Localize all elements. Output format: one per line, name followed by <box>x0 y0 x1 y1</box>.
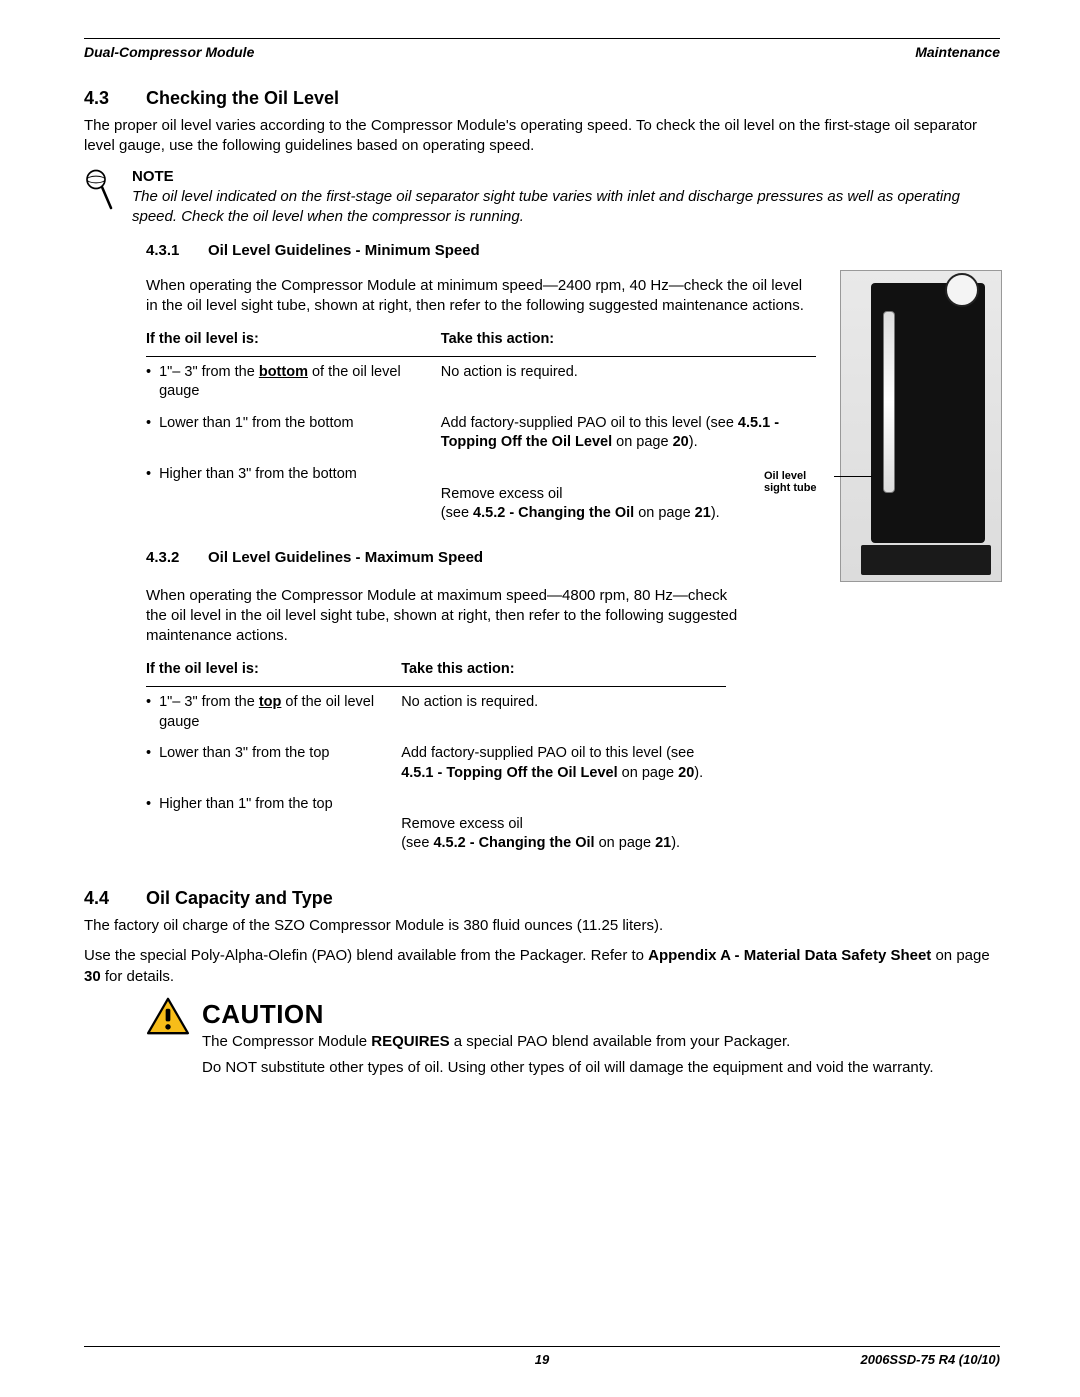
caution-icon <box>146 997 190 1041</box>
subsection-heading: 4.3.2 Oil Level Guidelines - Maximum Spe… <box>146 548 816 568</box>
action-text: on page <box>612 434 672 450</box>
section-number: 4.3 <box>84 86 128 110</box>
figure-callout: Oil level sight tube <box>764 470 836 495</box>
magnifier-icon <box>84 167 114 219</box>
note-body: The oil level indicated on the first-sta… <box>132 187 1000 228</box>
action-ref: 4.5.2 - Changing the Oil <box>433 835 594 851</box>
cond-text: 1"– 3" from the <box>159 694 259 710</box>
page-content: 4.3 Checking the Oil Level The proper oi… <box>84 86 1000 1323</box>
table-row: •Higher than 3" from the bottom Remove e… <box>146 459 816 530</box>
caution-line2: Do NOT substitute other types of oil. Us… <box>202 1058 934 1078</box>
compressor-figure <box>840 270 1002 582</box>
header-right: Maintenance <box>915 43 1000 62</box>
cond-text: Higher than 1" from the top <box>159 795 333 815</box>
section-title: Checking the Oil Level <box>146 86 339 110</box>
running-footer: 19 2006SSD-75 R4 (10/10) <box>84 1347 1000 1369</box>
cond-text: Lower than 3" from the top <box>159 744 329 764</box>
table-row: •Lower than 3" from the top Add factory-… <box>146 738 726 789</box>
action-text: No action is required. <box>401 687 726 739</box>
note-text: NOTE The oil level indicated on the firs… <box>132 167 1000 228</box>
cond-text: 1"– 3" from the <box>159 364 259 380</box>
header-left: Dual-Compressor Module <box>84 43 254 62</box>
action-text: ). <box>711 505 720 521</box>
note-block: NOTE The oil level indicated on the firs… <box>84 167 1000 228</box>
cond-emph: bottom <box>259 364 308 380</box>
action-page: 21 <box>655 835 671 851</box>
action-text: on page <box>634 505 694 521</box>
caution-line1: a special PAO blend available from your … <box>450 1033 791 1050</box>
action-text: No action is required. <box>441 356 816 408</box>
callout-line1: Oil level <box>764 470 806 482</box>
top-rule <box>84 38 1000 39</box>
p2-page: 30 <box>84 968 101 985</box>
footer-left <box>84 1351 284 1369</box>
p2-text: for details. <box>101 968 174 985</box>
caution-line1: The Compressor Module <box>202 1033 371 1050</box>
table-row: •Lower than 1" from the bottom Add facto… <box>146 408 816 459</box>
cond-text: Higher than 3" from the bottom <box>159 465 357 485</box>
table-header: If the oil level is: <box>146 656 401 686</box>
action-ref: 4.5.2 - Changing the Oil <box>473 505 634 521</box>
action-text: Add factory-supplied PAO oil to this lev… <box>441 415 738 431</box>
action-page: 20 <box>673 434 689 450</box>
section-4-3-heading: 4.3 Checking the Oil Level <box>84 86 1000 110</box>
table-header: Take this action: <box>441 326 816 356</box>
action-ref: 4.5.1 - Topping Off the Oil Level <box>401 765 617 781</box>
table-row: • 1"– 3" from the bottom of the oil leve… <box>146 356 816 408</box>
figure-column: Oil level sight tube <box>840 270 1000 582</box>
manual-page: Dual-Compressor Module Maintenance 4.3 C… <box>0 0 1080 1397</box>
callout-line2: sight tube <box>764 482 817 494</box>
cond-emph: top <box>259 694 282 710</box>
p2-text: Use the special Poly-Alpha-Olefin (PAO) … <box>84 947 648 964</box>
action-text: on page <box>595 835 655 851</box>
action-text: ). <box>694 765 703 781</box>
subsection-intro: When operating the Compressor Module at … <box>146 276 816 317</box>
caution-heading: CAUTION <box>202 997 934 1032</box>
table-header: If the oil level is: <box>146 326 441 356</box>
action-text: ). <box>671 835 680 851</box>
action-page: 20 <box>678 765 694 781</box>
oil-level-table-min: If the oil level is: Take this action: •… <box>146 326 816 530</box>
table-row: • 1"– 3" from the top of the oil level g… <box>146 687 726 739</box>
subsection-heading: 4.3.1 Oil Level Guidelines - Minimum Spe… <box>146 241 1000 261</box>
caution-block: CAUTION The Compressor Module REQUIRES a… <box>146 997 1000 1079</box>
section-title: Oil Capacity and Type <box>146 886 333 910</box>
section-4-4-p2: Use the special Poly-Alpha-Olefin (PAO) … <box>84 946 1000 987</box>
table-row: •Higher than 1" from the top Remove exce… <box>146 789 726 860</box>
footer-page-number: 19 <box>284 1351 800 1369</box>
footer-doc-id: 2006SSD-75 R4 (10/10) <box>800 1351 1000 1369</box>
section-4-3-1: 4.3.1 Oil Level Guidelines - Minimum Spe… <box>146 241 1000 860</box>
action-text: on page <box>618 765 678 781</box>
table-header: Take this action: <box>401 656 726 686</box>
action-text: ). <box>689 434 698 450</box>
section-number: 4.4 <box>84 886 128 910</box>
subsection-title: Oil Level Guidelines - Maximum Speed <box>208 548 483 568</box>
subsection-intro: When operating the Compressor Module at … <box>146 586 746 647</box>
caution-emph: REQUIRES <box>371 1033 449 1050</box>
callout-leader-line <box>834 476 872 477</box>
section-4-4-p1: The factory oil charge of the SZO Compre… <box>84 916 1000 936</box>
caution-text: CAUTION The Compressor Module REQUIRES a… <box>202 997 934 1079</box>
section-4-3-intro: The proper oil level varies according to… <box>84 116 1000 157</box>
running-header: Dual-Compressor Module Maintenance <box>84 43 1000 62</box>
subsection-title: Oil Level Guidelines - Minimum Speed <box>208 241 480 261</box>
section-4-4-heading: 4.4 Oil Capacity and Type <box>84 886 1000 910</box>
subsection-number: 4.3.1 <box>146 241 194 261</box>
p2-text: on page <box>931 947 989 964</box>
note-label: NOTE <box>132 167 1000 187</box>
cond-text: Lower than 1" from the bottom <box>159 414 354 434</box>
action-text: Add factory-supplied PAO oil to this lev… <box>401 745 694 761</box>
p2-ref: Appendix A - Material Data Safety Sheet <box>648 947 931 964</box>
subsection-number: 4.3.2 <box>146 548 194 568</box>
oil-level-table-max: If the oil level is: Take this action: •… <box>146 656 726 860</box>
action-page: 21 <box>695 505 711 521</box>
